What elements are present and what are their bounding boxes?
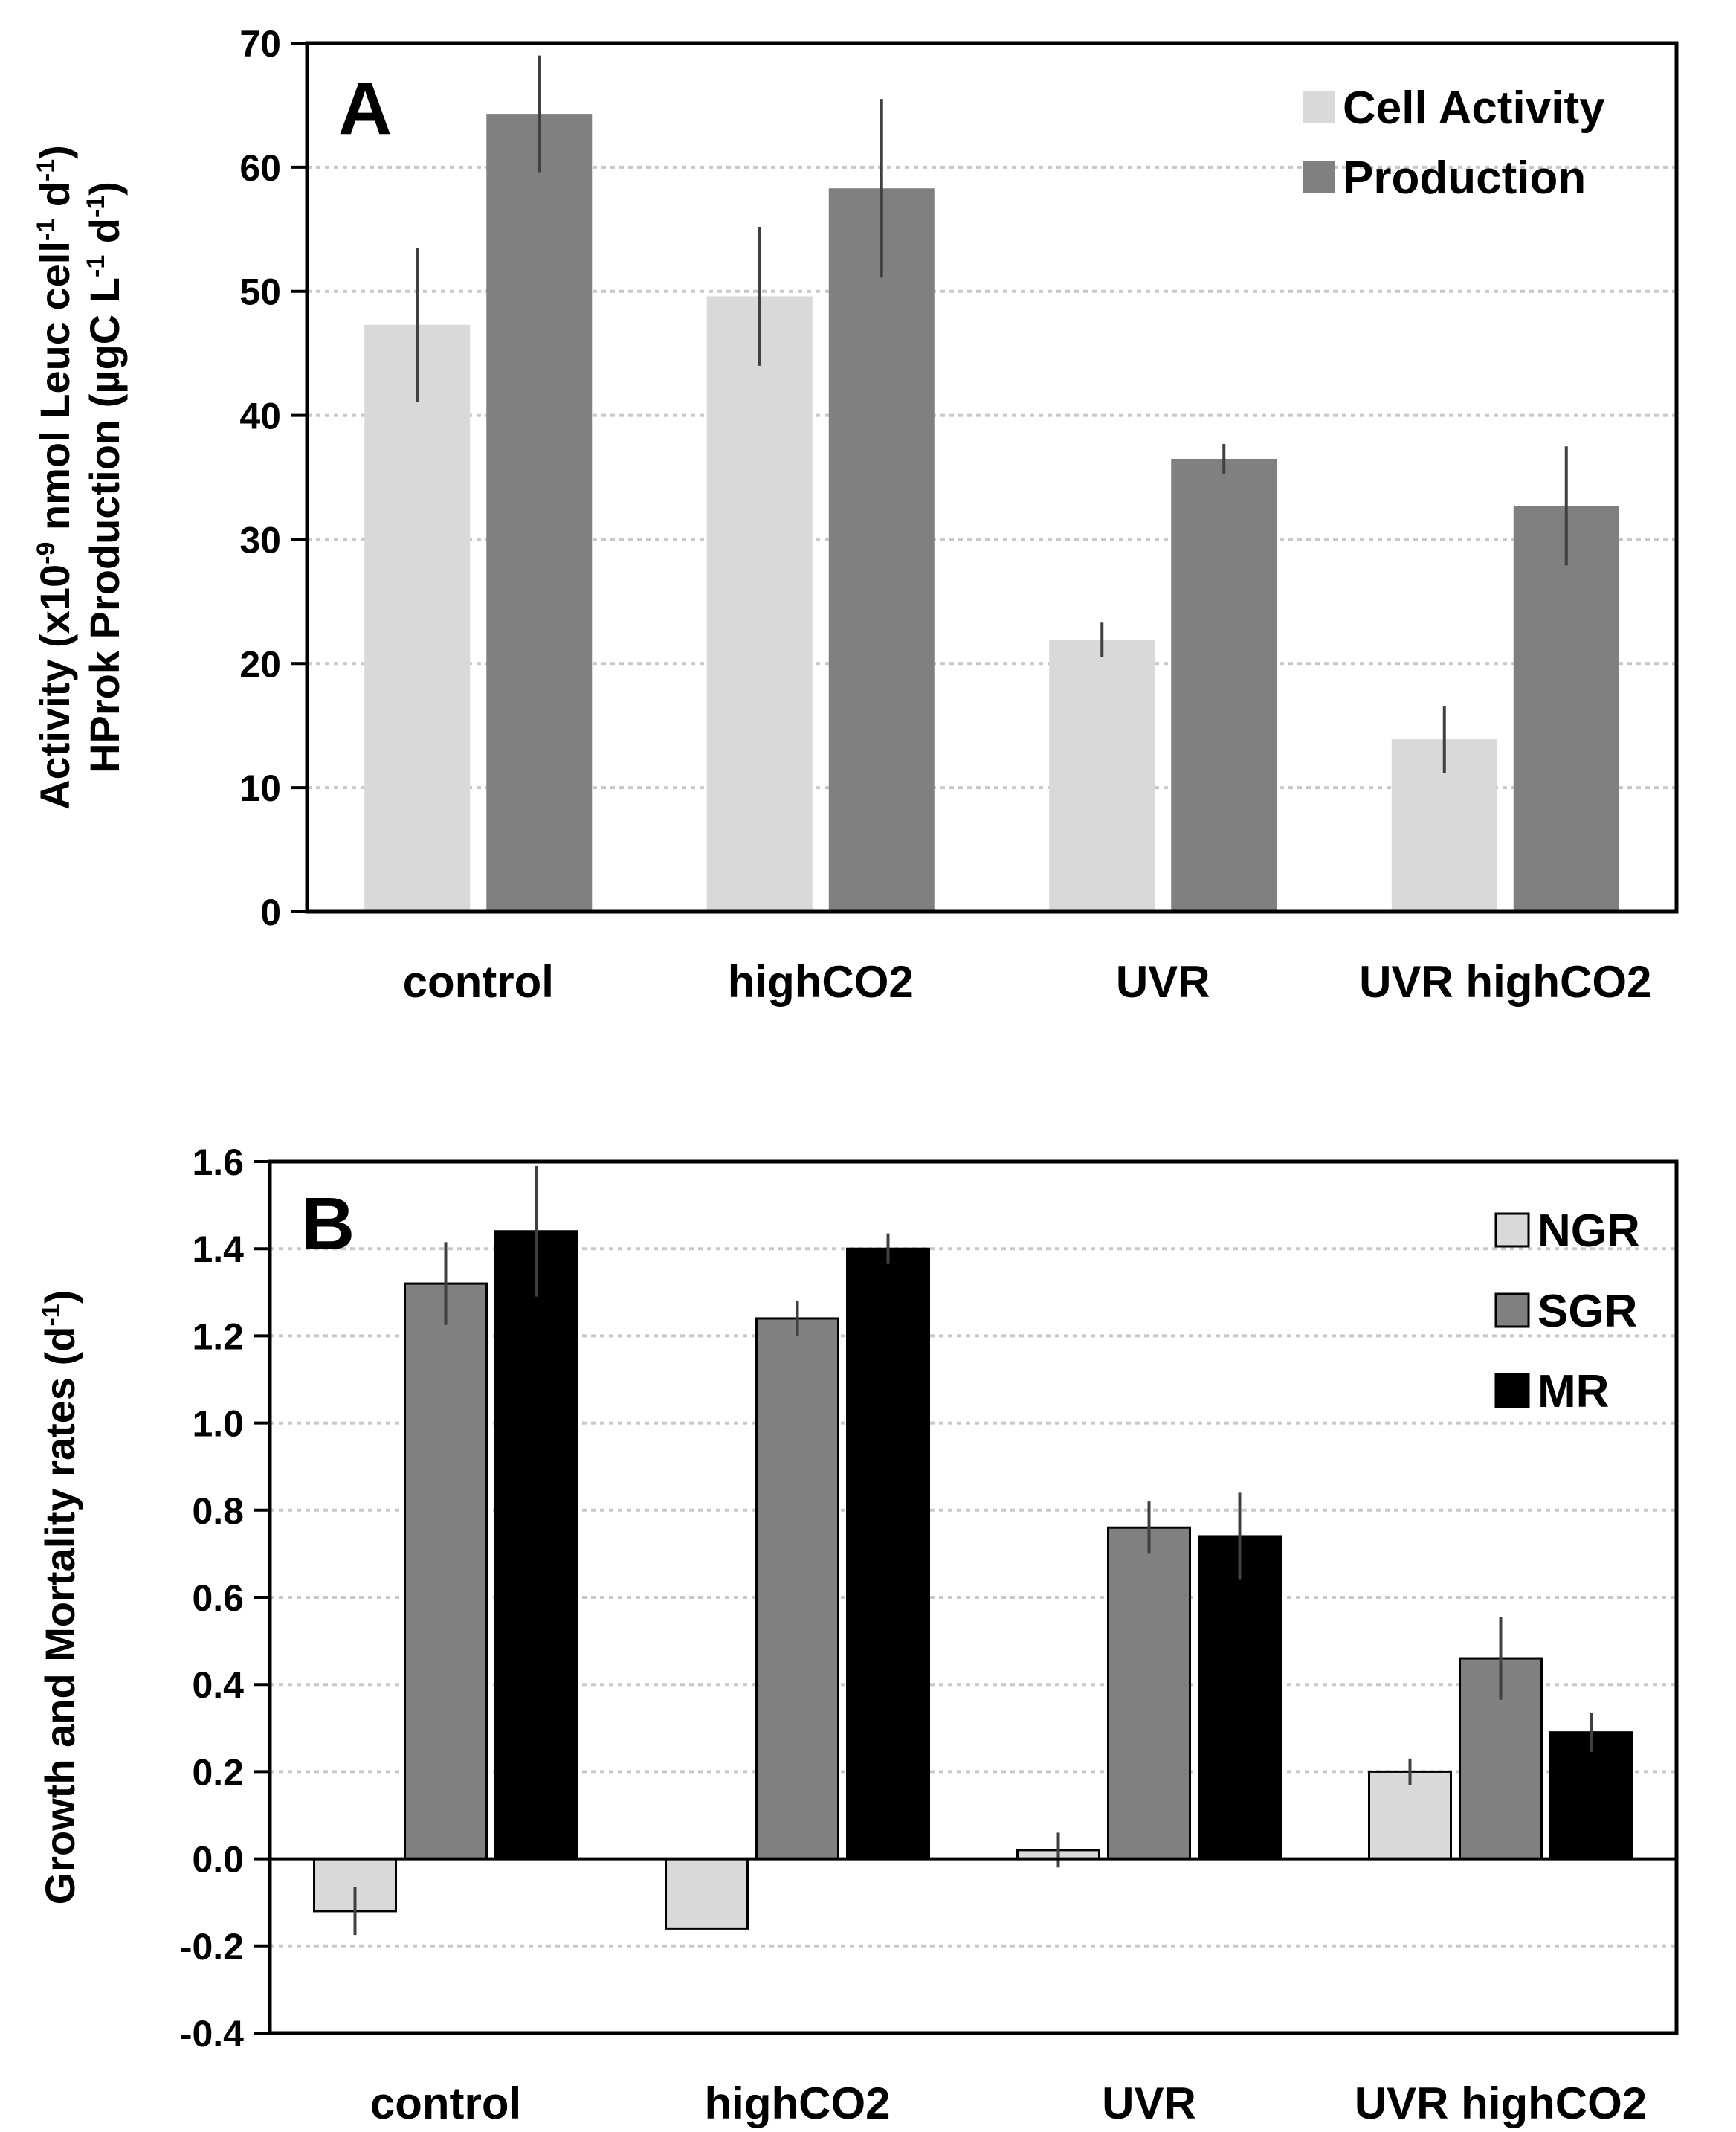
category-label-control: control <box>403 957 554 1007</box>
bar-mr-uvr-highco2 <box>1549 1731 1633 1861</box>
category-label-highco2: highCO2 <box>728 957 914 1007</box>
legend-swatch-sgr <box>1494 1292 1530 1328</box>
legend-label-mr: MR <box>1537 1366 1609 1417</box>
bar-cell-activity-control <box>364 324 471 912</box>
y-tick-label: 70 <box>239 23 281 65</box>
legend-swatch-mr <box>1494 1373 1530 1408</box>
panel-b-legend: NGR SGR MR <box>1494 1205 1640 1417</box>
y-tick-label: 50 <box>239 271 281 313</box>
bar-mr-highco2 <box>846 1247 930 1861</box>
category-label-uvr-highco2: UVR highCO2 <box>1355 2078 1647 2128</box>
panel-a-y-ticks: 0 10 20 30 40 50 60 70 <box>239 23 307 933</box>
category-label-uvr-highco2: UVR highCO2 <box>1359 957 1651 1007</box>
panel-a-legend: Cell Activity Production <box>1303 83 1605 204</box>
legend-label-sgr: SGR <box>1537 1286 1637 1337</box>
category-label-uvr: UVR <box>1102 2078 1196 2128</box>
panel-a-plot-frame <box>305 41 1679 914</box>
y-tick-label: 1.0 <box>192 1403 244 1445</box>
panel-a-y-axis-label-line2: HProk Production (µgC L-1 d-1) <box>81 181 128 773</box>
panel-b-y-ticks: -0.4 -0.2 0.0 0.2 0.4 0.6 0.8 1.0 1.2 1.4 1.6 <box>180 1141 270 2055</box>
y-tick-label: 10 <box>239 767 281 809</box>
y-tick-label: 60 <box>239 147 281 189</box>
bar-cell-activity-highco2 <box>706 296 813 912</box>
y-tick-label: 0.8 <box>192 1490 244 1532</box>
panel-a-y-axis-label: Activity (x10-9 nmol Leuc cell-1 d-1) HP… <box>31 145 128 810</box>
y-tick-label: 0.2 <box>192 1751 244 1793</box>
category-label-control: control <box>370 2078 521 2128</box>
y-tick-label: 0 <box>260 892 281 933</box>
y-tick-label: 0.4 <box>192 1664 244 1706</box>
legend-label-production: Production <box>1343 152 1586 204</box>
panel-a-chart: 0 10 20 30 40 50 60 70 control highCO2 UVR UVR hig… <box>31 23 1679 1007</box>
y-tick-label: 1.4 <box>192 1228 244 1270</box>
bar-ngr-highco2 <box>665 1858 749 1930</box>
bar-sgr-uvr <box>1107 1526 1191 1861</box>
y-tick-label: 20 <box>239 643 281 685</box>
panel-b-bars <box>313 1165 1633 1936</box>
legend-swatch-production <box>1303 161 1335 193</box>
panel-a-category-labels: control highCO2 UVR UVR highCO2 <box>403 957 1652 1007</box>
bar-production-uvr <box>1171 458 1277 912</box>
panel-b-y-axis-label: Growth and Mortality rates (d-1) <box>36 1290 83 1905</box>
bar-cell-activity-uvr <box>1049 640 1155 912</box>
panel-b-letter: B <box>301 1182 355 1266</box>
panel-a-bars <box>364 55 1619 912</box>
legend-label-ngr: NGR <box>1537 1205 1640 1257</box>
bar-production-highco2 <box>828 188 935 912</box>
y-tick-label: 30 <box>239 519 281 561</box>
y-tick-label: 40 <box>239 396 281 437</box>
bar-sgr-highco2 <box>755 1317 839 1861</box>
category-label-highco2: highCO2 <box>705 2078 891 2128</box>
panel-a-y-axis-label-line1: Activity (x10-9 nmol Leuc cell-1 d-1) <box>31 145 78 810</box>
bar-production-control <box>486 114 593 912</box>
y-tick-label: 0.6 <box>192 1577 244 1619</box>
panel-b-category-labels: control highCO2 UVR UVR highCO2 <box>370 2078 1647 2128</box>
y-tick-label: -0.2 <box>180 1926 244 1968</box>
y-tick-label: -0.4 <box>180 2013 244 2055</box>
bar-mr-control <box>494 1230 578 1861</box>
category-label-uvr: UVR <box>1116 957 1210 1007</box>
legend-swatch-ngr <box>1494 1212 1530 1248</box>
y-tick-label: 0.0 <box>192 1839 244 1881</box>
legend-label-cell-activity: Cell Activity <box>1343 83 1605 134</box>
legend-swatch-cell-activity <box>1303 91 1335 123</box>
panel-a-letter: A <box>338 67 392 150</box>
bar-production-uvr-highco2 <box>1513 506 1619 912</box>
bar-mr-uvr <box>1198 1535 1282 1861</box>
y-tick-label: 1.6 <box>192 1141 244 1183</box>
bar-sgr-control <box>404 1282 488 1861</box>
panel-b-chart: -0.4 -0.2 0.0 0.2 0.4 0.6 0.8 1.0 1.2 1.4 1.6 cont… <box>36 1141 1679 2128</box>
y-tick-label: 1.2 <box>192 1315 244 1357</box>
